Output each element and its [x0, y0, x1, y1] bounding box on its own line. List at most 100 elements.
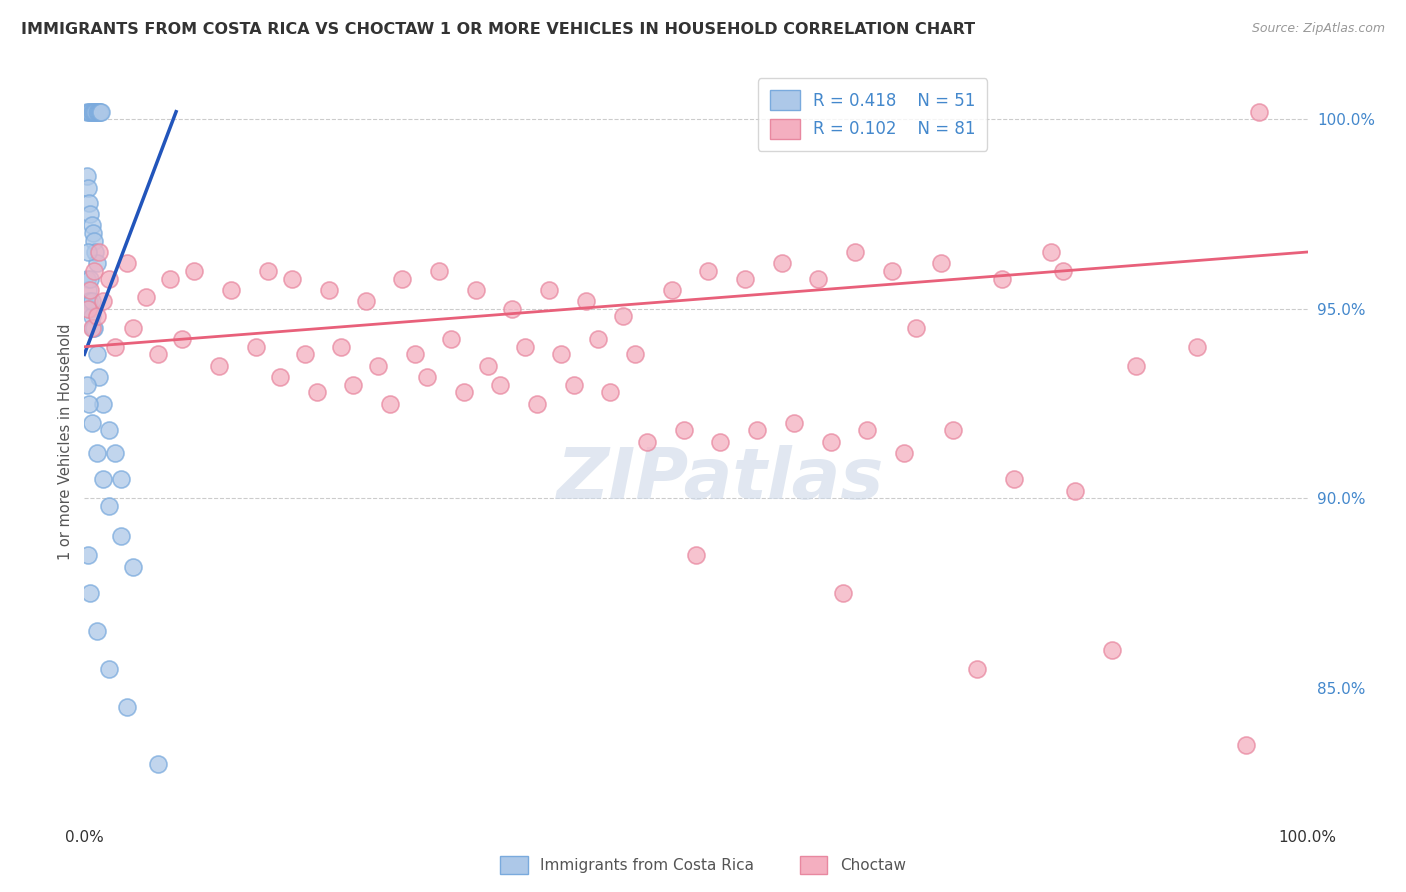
- Point: [80, 310, 103, 324]
- Point: [80, 320, 103, 334]
- Point: [77, 244, 100, 259]
- Point: [79, 283, 101, 297]
- Point: [1101, 643, 1123, 657]
- Point: [104, 340, 127, 354]
- Point: [87, 370, 110, 384]
- Point: [612, 310, 634, 324]
- Point: [172, 332, 194, 346]
- Point: [747, 423, 769, 437]
- Y-axis label: 1 or more Vehicles in Household: 1 or more Vehicles in Household: [58, 323, 73, 560]
- Point: [83, 234, 105, 248]
- Point: [110, 472, 132, 486]
- Point: [104, 446, 127, 460]
- Point: [159, 271, 181, 285]
- Point: [464, 283, 486, 297]
- Point: [77, 301, 100, 316]
- Point: [122, 320, 145, 334]
- Point: [183, 264, 205, 278]
- Point: [87, 104, 110, 119]
- Point: [783, 416, 806, 430]
- Point: [257, 264, 280, 278]
- Point: [1236, 738, 1258, 752]
- Point: [80, 416, 103, 430]
- Point: [1064, 483, 1087, 498]
- Point: [245, 340, 267, 354]
- Point: [77, 195, 100, 210]
- Point: [856, 423, 879, 437]
- Point: [526, 397, 548, 411]
- Point: [110, 529, 132, 543]
- Point: [453, 385, 475, 400]
- Point: [586, 332, 609, 346]
- Legend: Immigrants from Costa Rica, Choctaw: Immigrants from Costa Rica, Choctaw: [495, 850, 911, 880]
- Point: [709, 434, 731, 449]
- Point: [80, 294, 103, 309]
- Point: [86, 104, 108, 119]
- Point: [427, 264, 450, 278]
- Point: [86, 310, 108, 324]
- Legend: R = 0.418    N = 51, R = 0.102    N = 81: R = 0.418 N = 51, R = 0.102 N = 81: [758, 78, 987, 151]
- Text: IMMIGRANTS FROM COSTA RICA VS CHOCTAW 1 OR MORE VEHICLES IN HOUSEHOLD CORRELATIO: IMMIGRANTS FROM COSTA RICA VS CHOCTAW 1 …: [21, 22, 976, 37]
- Point: [844, 244, 866, 259]
- Point: [880, 264, 903, 278]
- Point: [318, 283, 340, 297]
- Point: [86, 347, 108, 361]
- Point: [820, 434, 842, 449]
- Point: [624, 347, 647, 361]
- Point: [84, 244, 107, 259]
- Point: [294, 347, 316, 361]
- Point: [330, 340, 353, 354]
- Point: [380, 397, 402, 411]
- Point: [77, 397, 100, 411]
- Point: [391, 271, 413, 285]
- Point: [122, 559, 145, 574]
- Point: [83, 264, 105, 278]
- Text: Source: ZipAtlas.com: Source: ZipAtlas.com: [1251, 22, 1385, 36]
- Point: [367, 359, 389, 373]
- Point: [477, 359, 499, 373]
- Point: [146, 756, 169, 771]
- Point: [831, 586, 853, 600]
- Text: ZIPatlas: ZIPatlas: [557, 445, 884, 514]
- Point: [1002, 472, 1025, 486]
- Point: [80, 104, 103, 119]
- Point: [404, 347, 426, 361]
- Point: [440, 332, 463, 346]
- Point: [84, 104, 107, 119]
- Point: [1187, 340, 1209, 354]
- Point: [208, 359, 231, 373]
- Point: [76, 271, 98, 285]
- Point: [83, 104, 105, 119]
- Point: [77, 294, 100, 309]
- Point: [80, 219, 103, 233]
- Point: [966, 662, 988, 676]
- Point: [76, 104, 98, 119]
- Point: [1052, 264, 1074, 278]
- Point: [83, 320, 105, 334]
- Point: [416, 370, 439, 384]
- Point: [281, 271, 304, 285]
- Point: [79, 301, 101, 316]
- Point: [79, 586, 101, 600]
- Point: [1039, 244, 1062, 259]
- Point: [636, 434, 658, 449]
- Point: [79, 104, 101, 119]
- Point: [991, 271, 1014, 285]
- Point: [90, 104, 112, 119]
- Point: [82, 320, 104, 334]
- Point: [115, 699, 138, 714]
- Point: [929, 256, 952, 270]
- Point: [89, 104, 111, 119]
- Point: [489, 377, 512, 392]
- Point: [893, 446, 915, 460]
- Point: [77, 548, 100, 563]
- Point: [697, 264, 720, 278]
- Point: [87, 244, 110, 259]
- Point: [354, 294, 377, 309]
- Point: [513, 340, 536, 354]
- Point: [79, 271, 101, 285]
- Point: [82, 104, 104, 119]
- Point: [502, 301, 524, 316]
- Point: [97, 662, 120, 676]
- Point: [305, 385, 328, 400]
